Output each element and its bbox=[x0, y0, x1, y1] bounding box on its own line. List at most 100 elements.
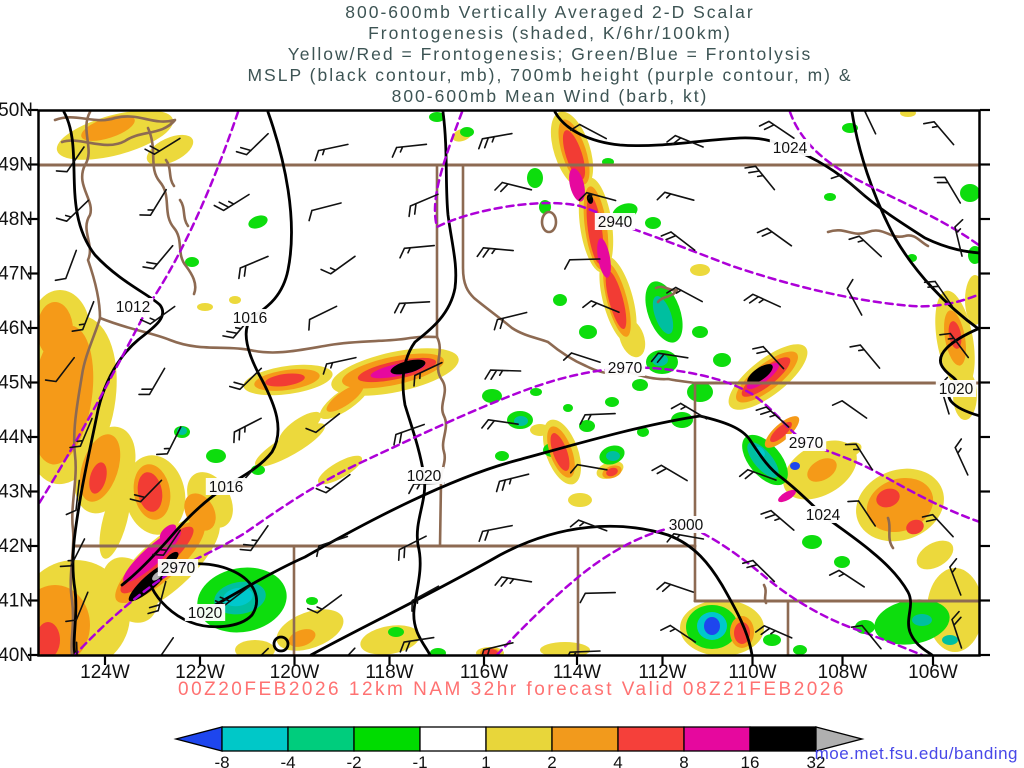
colorbar-tick-label: 32 bbox=[807, 753, 826, 768]
wind-barb bbox=[954, 438, 969, 476]
wind-barb bbox=[69, 417, 93, 449]
contour-label-bg bbox=[604, 359, 646, 376]
wind-barb bbox=[144, 137, 181, 155]
title-line-5: 800-600mb Mean Wind (barb, kt) bbox=[391, 86, 709, 106]
wind-barb bbox=[562, 352, 601, 363]
contour-label: 1016 bbox=[209, 479, 243, 496]
wind-barb bbox=[408, 193, 439, 218]
wind-barb bbox=[238, 255, 269, 280]
title-line-3: Yellow/Red = Frontogenesis; Green/Blue =… bbox=[287, 44, 813, 64]
title-line-4: MSLP (black contour, mb), 700mb height (… bbox=[247, 65, 853, 85]
colorbar-segment bbox=[749, 726, 817, 752]
lat-label: 46N bbox=[0, 318, 33, 339]
title-line-1: 800-600mb Vertically Averaged 2-D Scalar bbox=[345, 2, 755, 22]
wind-barb bbox=[660, 624, 697, 643]
colorbar-segment bbox=[353, 726, 421, 752]
frontolysis-shading-blue bbox=[704, 462, 800, 635]
colorbar-left-arrow bbox=[173, 726, 223, 752]
wind-barb bbox=[229, 367, 263, 391]
contour-label: 2970 bbox=[161, 560, 196, 577]
wind-barb bbox=[495, 473, 530, 493]
contour-label-bg bbox=[594, 213, 636, 230]
colorbar-tick-label: 1 bbox=[481, 753, 490, 768]
wind-barb bbox=[65, 591, 89, 623]
lat-label: 44N bbox=[0, 427, 33, 448]
wind-barb bbox=[484, 369, 522, 380]
wind-barb bbox=[129, 479, 163, 503]
lon-label: 112W bbox=[638, 662, 686, 683]
lon-label: 114W bbox=[553, 662, 601, 683]
colorbar-segment bbox=[617, 726, 685, 752]
colorbar-tick-label: 8 bbox=[679, 753, 688, 768]
wind-barb bbox=[847, 500, 876, 527]
lon-label: 124W bbox=[80, 662, 130, 683]
lat-label: 41N bbox=[0, 591, 33, 612]
axis-labels-layer: 50N 49N 48N 47N 46N 45N 44N 43N 42N 41N 40N 124W 122… bbox=[0, 100, 990, 683]
wind-barb bbox=[44, 356, 75, 383]
colorbar-segment bbox=[221, 726, 289, 752]
wind-barb bbox=[147, 580, 167, 615]
lat-label: 50N bbox=[0, 100, 33, 121]
colorbar-segment bbox=[287, 726, 355, 752]
contour-label-bg bbox=[403, 467, 445, 484]
wind-barb bbox=[848, 235, 882, 258]
lat-label: 43N bbox=[0, 482, 33, 503]
wind-barb bbox=[308, 305, 338, 331]
wind-barb bbox=[399, 244, 435, 259]
wind-barb bbox=[579, 412, 616, 425]
wind-barb bbox=[54, 249, 78, 282]
wind-barb bbox=[55, 146, 85, 173]
contour-label-bg bbox=[785, 434, 827, 451]
wind-barb bbox=[314, 143, 349, 162]
wind-barb bbox=[478, 524, 513, 543]
contour-label: 1012 bbox=[116, 299, 150, 316]
wind-barb bbox=[666, 134, 704, 148]
lon-label: 116W bbox=[460, 662, 508, 683]
contour-label-bg bbox=[229, 309, 271, 326]
wind-barb bbox=[397, 535, 427, 561]
lat-label: 45N bbox=[0, 373, 33, 394]
wind-barb bbox=[830, 174, 865, 196]
contour-label: 3000 bbox=[669, 517, 704, 534]
wind-barb bbox=[411, 585, 440, 612]
lon-label: 110W bbox=[728, 662, 776, 683]
contour-label-bg bbox=[935, 380, 977, 397]
contour-label: 1016 bbox=[233, 310, 267, 327]
wind-barb bbox=[55, 199, 90, 222]
wind-barb bbox=[666, 533, 705, 543]
wind-barb bbox=[142, 244, 174, 270]
wind-barb bbox=[156, 426, 182, 456]
wind-barb bbox=[570, 123, 607, 140]
contour-label: 1020 bbox=[939, 381, 974, 398]
contour-label: 2970 bbox=[608, 360, 643, 377]
contour-label: 2970 bbox=[789, 435, 824, 452]
wind-barb bbox=[582, 300, 620, 313]
colorbar-tick-label: 16 bbox=[741, 753, 760, 768]
wind-barb bbox=[481, 419, 519, 430]
wind-barb bbox=[755, 625, 793, 639]
wind-barb bbox=[213, 193, 250, 212]
wind-barb bbox=[758, 120, 795, 139]
colorbar-right-arrow bbox=[815, 726, 865, 752]
lon-label: 122W bbox=[175, 662, 225, 683]
wind-barb bbox=[949, 558, 962, 596]
contour-label-bg bbox=[665, 516, 707, 533]
colorbar: -8 -4 -2 -1 1 2 4 8 16 32 bbox=[173, 726, 865, 768]
wind-barb bbox=[651, 464, 688, 482]
wind-barb bbox=[308, 202, 342, 222]
figure-title: 800-600mb Vertically Averaged 2-D Scalar… bbox=[60, 2, 1024, 107]
wind-barb bbox=[923, 280, 953, 307]
wind-barb bbox=[743, 293, 781, 308]
wind-barb bbox=[138, 367, 166, 396]
wind-barb bbox=[478, 132, 513, 150]
wind-barb bbox=[399, 636, 435, 653]
contour-label-bg bbox=[157, 559, 199, 576]
wind-barb bbox=[752, 345, 785, 370]
wind-barb bbox=[656, 191, 695, 201]
lon-label: 120W bbox=[270, 662, 320, 683]
wind-barb bbox=[233, 417, 262, 444]
colorbar-tick-label: -2 bbox=[346, 753, 361, 768]
wind-barb bbox=[742, 559, 776, 583]
